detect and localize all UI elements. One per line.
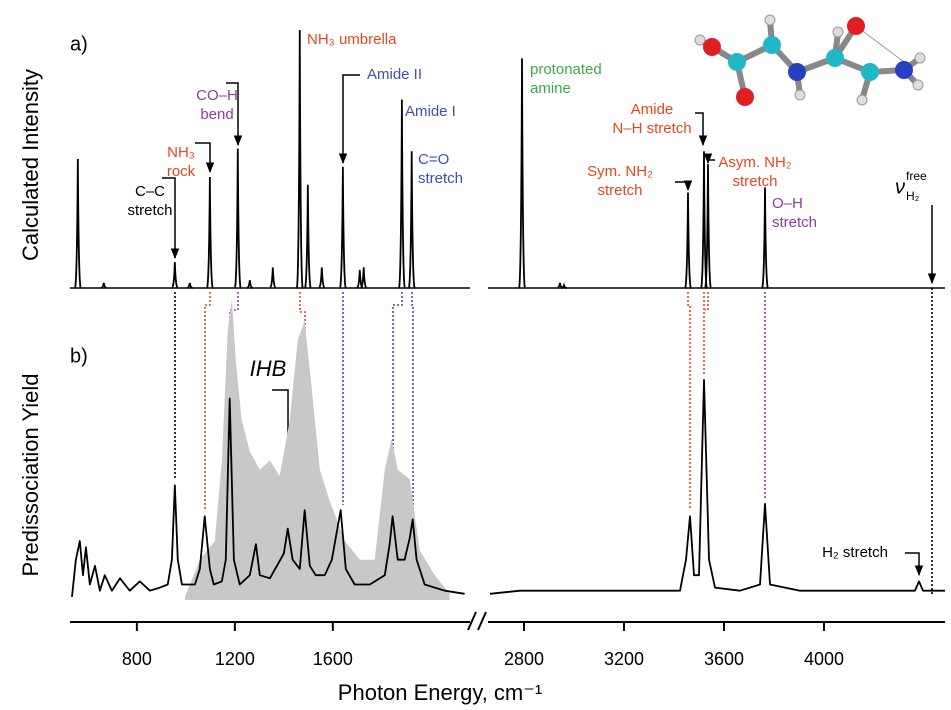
y-axis-title: Predissociation Yield: [18, 373, 43, 576]
calc-peak: [207, 177, 213, 288]
panel-label: b): [70, 345, 88, 367]
calc-peak: [340, 167, 346, 288]
y-axis-title: Calculated Intensity: [18, 69, 43, 261]
calc-peak: [297, 30, 303, 288]
annotation: H₂ stretch: [822, 544, 888, 561]
calc-peak: [762, 187, 768, 288]
annotation: CO–H: [196, 87, 238, 104]
calc-peak: [319, 267, 325, 288]
x-tick-label: 1200: [215, 649, 255, 669]
annotation: protonated: [530, 61, 602, 78]
x-tick-label: 2800: [504, 649, 544, 669]
annotation: NH₃ umbrella: [307, 31, 397, 48]
annotation: stretch: [772, 214, 817, 231]
annotation: stretch: [597, 182, 642, 199]
x-tick-label: 4000: [804, 649, 844, 669]
free-h2-superscript: free: [906, 169, 927, 183]
annotation: C=O: [418, 151, 449, 168]
annotation: N–H stretch: [612, 120, 691, 137]
calc-peak: [235, 149, 241, 288]
annotation: stretch: [732, 173, 777, 190]
annotation: rock: [167, 163, 196, 180]
annotation: O–H: [772, 195, 803, 212]
annotation: Amide I: [405, 103, 456, 120]
x-tick-label: 1600: [313, 649, 353, 669]
annotation: amine: [530, 80, 571, 97]
figure: a) b) Calculated Intensity Predissociati…: [0, 0, 951, 710]
calc-peak: [361, 267, 367, 288]
calc-peak: [101, 283, 107, 288]
calc-peak: [409, 151, 415, 288]
annotation: Amide II: [367, 66, 422, 83]
x-tick-label: 3200: [604, 649, 644, 669]
x-axis-title: Photon Energy, cm⁻¹: [338, 680, 542, 705]
calc-peak: [172, 262, 178, 288]
annotation: NH₃: [167, 144, 195, 161]
annotation: Amide: [631, 101, 674, 118]
annotation: stretch: [127, 202, 172, 219]
experimental-trace: [490, 380, 945, 594]
free-h2-symbol: ν: [895, 176, 905, 198]
annotation: bend: [200, 106, 233, 123]
calc-peak: [399, 100, 405, 288]
calc-peak: [75, 159, 81, 288]
calc-peak: [247, 280, 253, 288]
shaded-spectrum: [185, 299, 450, 600]
free-h2-subscript: H₂: [906, 189, 920, 203]
calc-peak: [519, 58, 525, 288]
panel-label: a): [70, 33, 88, 55]
calc-peak: [685, 193, 691, 288]
calc-peak: [270, 267, 276, 288]
x-tick-label: 3600: [704, 649, 744, 669]
annotation: Asym. NH₂: [718, 154, 792, 171]
annotation: IHB: [250, 356, 287, 381]
calc-peak: [305, 185, 311, 288]
x-tick-label: 800: [122, 649, 152, 669]
annotation: stretch: [418, 170, 463, 187]
molecule: [695, 15, 925, 106]
annotation: Sym. NH₂: [587, 163, 653, 180]
annotation: C–C: [135, 183, 165, 200]
calc-peak: [187, 283, 193, 288]
